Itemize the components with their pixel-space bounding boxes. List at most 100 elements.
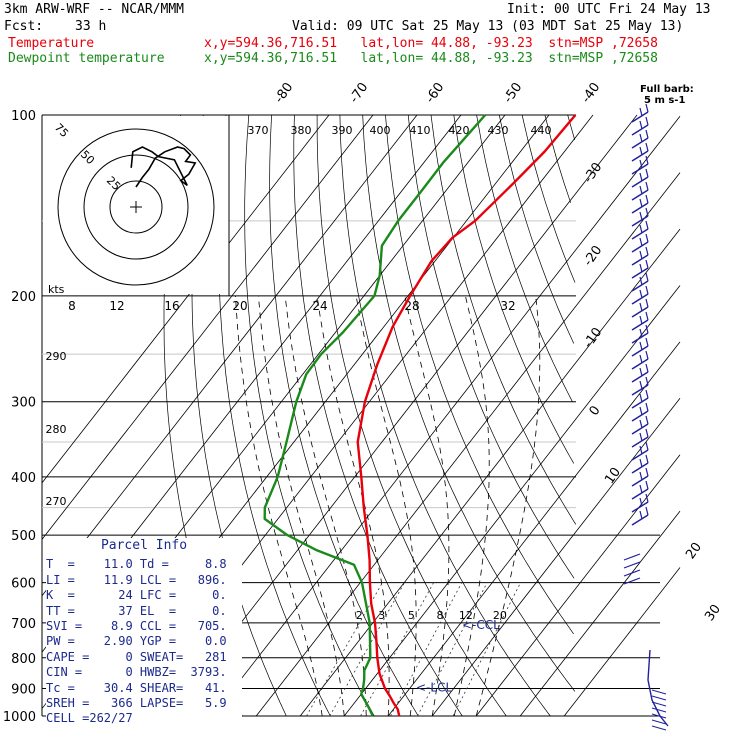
wind-barb [639,159,643,169]
wind-barb [639,419,643,429]
pressure-tick-label: 1000 [3,710,36,725]
pressure-tick-label: 200 [11,290,36,305]
wind-barb [631,384,649,396]
wind-scale-label: 20 [232,299,247,313]
isotherm-line [41,114,374,540]
isotherm-line [563,567,681,717]
wind-scale-label: 24 [312,299,327,313]
isotherm-line [41,114,330,484]
isotherm-line [519,510,681,717]
wind-barb [651,725,667,731]
moist-adiabat-line [475,295,541,717]
wind-barb [639,432,643,442]
isotherm-label: -40 [579,80,603,106]
dry-adiabat-line [407,114,575,579]
pressure-tick-label: 400 [11,471,36,486]
wind-barb [631,358,649,370]
theta-label: 370 [248,124,269,137]
wind-barb [639,172,643,182]
wind-barb [639,484,643,494]
wind-barb [639,146,643,156]
parcel-info-row: SVI = 8.9 CCL = 705. [46,618,227,633]
wind-barb [631,293,649,305]
parcel-info-row: CIN = 0 HWBZ= 3793. [46,665,227,680]
wind-barb [639,328,643,338]
theta-label: 400 [370,124,391,137]
wind-barb [645,350,649,360]
mixing-ratio-label: 12 [459,609,473,622]
wind-barb [623,553,641,561]
wind-barb [631,241,649,253]
wind-barb [639,380,643,390]
wind-barb [631,163,649,175]
wind-barb [639,367,643,377]
pressure-tick-label: 900 [11,682,36,697]
ccl-marker-label: <-CCL [462,618,500,632]
dry-adiabat-line [521,114,576,283]
wind-barb [639,198,643,208]
mixing-ratio-label: 8 [437,609,444,622]
wind-barb [631,254,649,266]
wind-barb [651,689,667,695]
wind-barb [639,406,643,416]
mixing-ratio-label: 5 [408,609,415,622]
wind-barb [645,103,649,113]
dry-adiabat-line [385,114,574,635]
wind-barb [631,124,649,136]
wind-barb [645,116,649,126]
wind-barb [631,501,649,513]
mixing-ratio-label: 2 [356,609,363,622]
wind-barb [639,120,643,130]
header: 3km ARW-WRF -- NCAR/MMM Init: 00 UTC Fri… [0,0,740,68]
wind-barb [645,415,649,425]
wind-barb [639,445,643,455]
valid-time: Valid: 09 UTC Sat 25 May 13 (03 MDT Sat … [292,19,684,34]
parcel-info-row: CELL =262/27 [46,711,133,726]
wind-barb [639,224,643,234]
wind-scale-label: 28 [404,299,419,313]
isotherm-line [211,116,681,717]
wind-barb [639,276,643,286]
hodograph-ring [109,180,163,234]
theta-label: 440 [531,124,552,137]
mixing-ratio-label: 3 [378,609,385,622]
wind-barb [645,259,649,269]
wind-barb [645,246,649,256]
hodograph-units-label: kts [48,283,65,296]
moist-adiabat-line [258,295,345,717]
wind-barb [639,250,643,260]
wind-barb [631,488,649,500]
temperature-legend: Temperature [8,36,95,51]
dry-adiabat-line [430,114,577,525]
dewpoint-trace [263,114,487,717]
wind-barb [639,211,643,221]
hodograph-ring [57,128,215,286]
wind-barb [631,423,649,435]
wind-barb [645,129,649,139]
wind-barb [631,371,649,383]
wind-barb [631,345,649,357]
wind-barb [645,181,649,191]
wind-barb [631,280,649,292]
wind-barb [645,363,649,373]
dry-adiabat-line [293,114,463,717]
moist-adiabat-line [453,295,490,717]
mixing-ratio-line [306,582,383,717]
theta-label: 390 [332,124,353,137]
wind-barb [645,285,649,295]
temperature-location: x,y=594.36,716.51 lat,lon= 44.88, -93.23… [204,36,658,51]
moist-adiabat-line [404,295,450,717]
wind-barb [631,111,649,123]
theta-label: 380 [291,124,312,137]
moist-adiabat-line [284,295,367,716]
wind-barb [645,220,649,230]
wind-barb [645,207,649,217]
theta-label: 430 [488,124,509,137]
wind-barb [639,393,643,403]
wind-barb [645,155,649,165]
parcel-info-row: T = 11.0 Td = 8.8 [46,557,227,572]
wind-barb [631,449,649,461]
wind-barb [645,233,649,243]
init-time: Init: 00 UTC Fri 24 May 13 [507,2,711,17]
wind-barb [631,150,649,162]
